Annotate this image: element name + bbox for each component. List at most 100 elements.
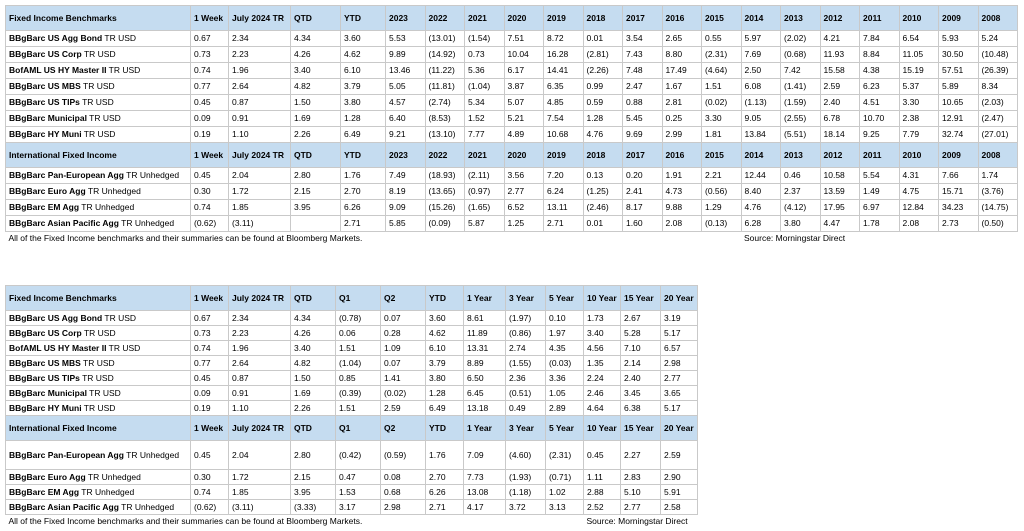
value-cell: (13.10)	[425, 127, 465, 143]
value-cell: 7.77	[465, 127, 505, 143]
value-cell: 7.79	[899, 127, 939, 143]
value-cell: 3.60	[426, 311, 464, 326]
value-cell: 7.66	[939, 168, 979, 184]
value-cell: 2.23	[229, 326, 291, 341]
value-cell: (0.09)	[425, 216, 465, 232]
header-cell: 2017	[623, 143, 663, 168]
value-cell: 11.05	[899, 47, 939, 63]
source: Source: Morningstar Direct	[584, 515, 698, 531]
value-cell: 2.99	[662, 127, 702, 143]
value-cell: 3.60	[341, 31, 386, 47]
value-cell: 1.52	[465, 111, 505, 127]
value-cell: 2.21	[702, 168, 742, 184]
value-cell: 34.23	[939, 200, 979, 216]
benchmark-name: BofAML US HY Master II TR USD	[6, 63, 191, 79]
value-cell: 2.14	[621, 356, 661, 371]
value-cell: (2.74)	[425, 95, 465, 111]
value-cell: 2.24	[584, 371, 621, 386]
value-cell: 4.85	[544, 95, 584, 111]
benchmark-name: BBgBarc US TIPs TR USD	[6, 95, 191, 111]
header-cell: 2016	[662, 6, 702, 31]
value-cell: 8.89	[464, 356, 506, 371]
value-cell: 8.34	[978, 79, 1018, 95]
header-cell: 1 Week	[191, 416, 229, 441]
value-cell: (8.53)	[425, 111, 465, 127]
value-cell: 4.17	[464, 500, 506, 515]
value-cell: 1.28	[583, 111, 623, 127]
name-bold: BBgBarc EM Agg	[9, 487, 79, 497]
value-cell: (2.31)	[702, 47, 742, 63]
header-cell: 2019	[544, 6, 584, 31]
value-cell: 9.21	[386, 127, 426, 143]
header-cell: 2019	[544, 143, 584, 168]
header-cell: Q2	[381, 286, 426, 311]
data-row: BBgBarc Asian Pacific Agg TR Unhedged(0.…	[6, 216, 1018, 232]
value-cell: 7.69	[741, 47, 781, 63]
value-cell: 13.84	[741, 127, 781, 143]
name-bold: BBgBarc Asian Pacific Agg	[9, 502, 119, 512]
value-cell: 4.76	[741, 200, 781, 216]
value-cell: 3.79	[426, 356, 464, 371]
value-cell: (0.02)	[381, 386, 426, 401]
value-cell: (0.62)	[191, 216, 229, 232]
value-cell: 4.62	[426, 326, 464, 341]
value-cell: 0.46	[781, 168, 821, 184]
value-cell: (0.59)	[381, 441, 426, 470]
value-cell: 12.91	[939, 111, 979, 127]
header-cell: July 2024 TR	[229, 416, 291, 441]
value-cell: 1.49	[860, 184, 900, 200]
header-cell: 2021	[465, 6, 505, 31]
value-cell: 1.96	[229, 341, 291, 356]
value-cell: (1.04)	[336, 356, 381, 371]
value-cell: (0.56)	[702, 184, 742, 200]
value-cell: 1.51	[336, 401, 381, 416]
value-cell: 2.64	[229, 356, 291, 371]
header-cell: 20 Year	[661, 286, 698, 311]
value-cell: 9.88	[662, 200, 702, 216]
value-cell: (11.22)	[425, 63, 465, 79]
value-cell: 2.27	[621, 441, 661, 470]
value-cell: 2.34	[229, 311, 291, 326]
value-cell: 2.88	[584, 485, 621, 500]
value-cell: 57.51	[939, 63, 979, 79]
name-rest: TR Unhedged	[81, 202, 134, 212]
value-cell: 2.50	[741, 63, 781, 79]
header-cell: 2014	[741, 143, 781, 168]
value-cell: 9.09	[386, 200, 426, 216]
value-cell: 2.90	[661, 470, 698, 485]
header-cell: YTD	[426, 416, 464, 441]
name-rest: TR Unhedged	[121, 502, 174, 512]
benchmark-name: BBgBarc US Agg Bond TR USD	[6, 31, 191, 47]
value-cell: 6.54	[899, 31, 939, 47]
value-cell: 13.11	[544, 200, 584, 216]
value-cell: (0.78)	[336, 311, 381, 326]
value-cell: 3.80	[341, 95, 386, 111]
value-cell: 4.51	[860, 95, 900, 111]
value-cell: 0.74	[191, 485, 229, 500]
value-cell: 0.06	[336, 326, 381, 341]
name-rest: TR USD	[82, 373, 114, 383]
value-cell: 5.36	[465, 63, 505, 79]
value-cell: 2.08	[899, 216, 939, 232]
value-cell: 0.77	[191, 79, 229, 95]
value-cell: (2.46)	[583, 200, 623, 216]
value-cell: 0.19	[191, 401, 229, 416]
value-cell: 17.95	[820, 200, 860, 216]
header-cell: 2023	[386, 6, 426, 31]
value-cell: 3.45	[621, 386, 661, 401]
value-cell: 5.24	[978, 31, 1018, 47]
value-cell: (0.02)	[702, 95, 742, 111]
value-cell: 2.71	[544, 216, 584, 232]
header-cell: Fixed Income Benchmarks	[6, 286, 191, 311]
value-cell: 4.75	[899, 184, 939, 200]
value-cell: 2.71	[341, 216, 386, 232]
value-cell: 2.80	[291, 168, 341, 184]
value-cell: 0.85	[336, 371, 381, 386]
header-cell: QTD	[291, 143, 341, 168]
